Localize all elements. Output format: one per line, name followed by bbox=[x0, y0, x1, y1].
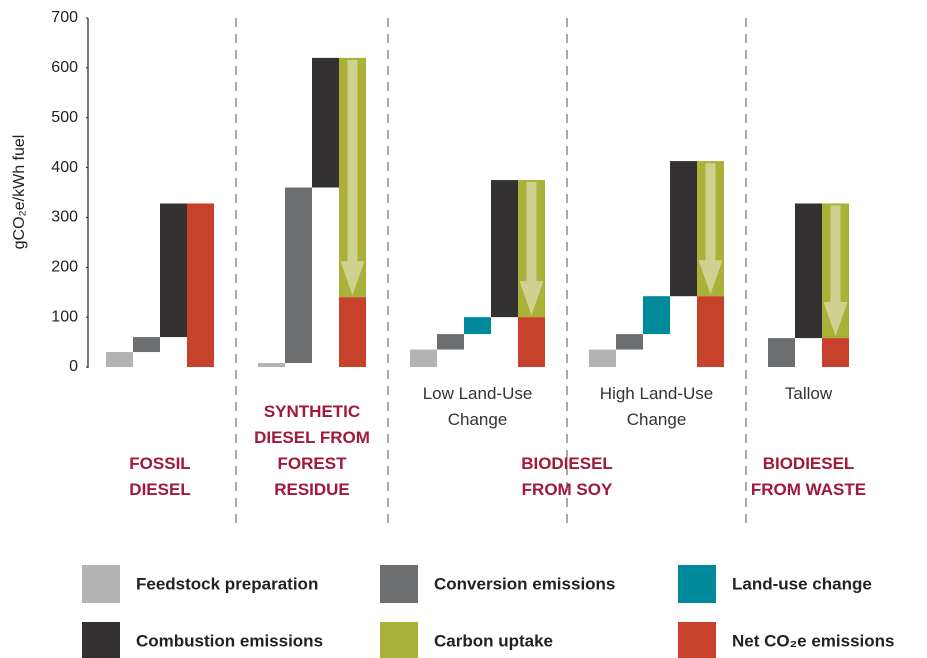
bar bbox=[133, 337, 160, 353]
uptake-arrow bbox=[698, 163, 723, 295]
bar bbox=[768, 338, 795, 367]
bar bbox=[106, 352, 133, 367]
bar bbox=[697, 296, 724, 367]
bar bbox=[312, 57, 339, 188]
legend-label: Combustion emissions bbox=[136, 631, 323, 650]
uptake-arrow bbox=[340, 59, 365, 296]
legend-label: Conversion emissions bbox=[434, 574, 615, 593]
legend-swatch bbox=[678, 622, 716, 658]
x-tick-label: Low Land-Use Change bbox=[423, 384, 533, 429]
bar bbox=[160, 203, 187, 338]
legend-swatch bbox=[380, 565, 418, 603]
x-tick-label: High Land-Use Change bbox=[600, 384, 713, 429]
legend-label: Carbon uptake bbox=[434, 631, 553, 650]
group-label: SYNTHETIC DIESEL FROM FOREST RESIDUE bbox=[254, 402, 370, 499]
bar bbox=[285, 187, 312, 364]
x-tick-label: Tallow bbox=[785, 384, 833, 403]
legend-swatch bbox=[380, 622, 418, 658]
uptake-arrow bbox=[823, 205, 848, 337]
y-tick-label: 700 bbox=[51, 9, 78, 26]
y-axis-label: gCO₂e/kWh fuel bbox=[11, 135, 28, 250]
group-label: BIODIESEL FROM WASTE bbox=[751, 454, 866, 499]
bar bbox=[795, 203, 822, 339]
legend-swatch bbox=[82, 622, 120, 658]
uptake-arrow bbox=[519, 182, 544, 316]
bar bbox=[410, 349, 437, 367]
bar bbox=[643, 296, 670, 335]
legend-label: Net CO₂e emissions bbox=[732, 631, 895, 650]
bar bbox=[258, 363, 285, 367]
bar bbox=[589, 349, 616, 367]
group-label: FOSSIL DIESEL bbox=[129, 454, 190, 499]
bar bbox=[822, 338, 849, 367]
legend-swatch bbox=[82, 565, 120, 603]
y-tick-label: 500 bbox=[51, 109, 78, 126]
bar bbox=[491, 180, 518, 318]
bar bbox=[187, 203, 214, 367]
legend-label: Feedstock preparation bbox=[136, 574, 318, 593]
y-tick-label: 100 bbox=[51, 308, 78, 325]
bar bbox=[437, 334, 464, 350]
bar bbox=[616, 334, 643, 350]
bar bbox=[518, 317, 545, 367]
group-label: BIODIESEL FROM SOY bbox=[521, 454, 613, 499]
legend-label: Land-use change bbox=[732, 574, 872, 593]
bar bbox=[339, 297, 366, 367]
y-tick-label: 300 bbox=[51, 209, 78, 226]
bar bbox=[464, 317, 491, 335]
y-tick-label: 200 bbox=[51, 259, 78, 276]
bar bbox=[670, 161, 697, 297]
legend-swatch bbox=[678, 565, 716, 603]
y-tick-label: 600 bbox=[51, 59, 78, 76]
y-tick-label: 400 bbox=[51, 159, 78, 176]
y-tick-label: 0 bbox=[69, 358, 78, 375]
